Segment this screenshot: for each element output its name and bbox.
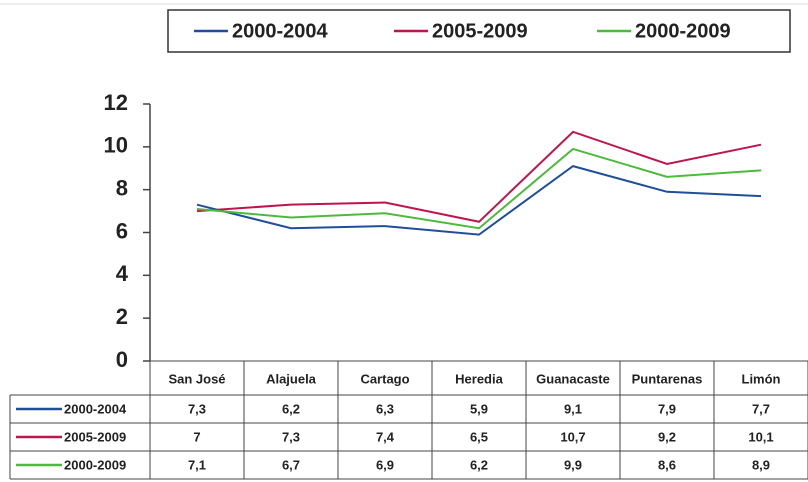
y-tick-label: 12: [104, 90, 128, 115]
series-line: [196, 165, 762, 236]
legend-label: 2000-2004: [232, 20, 329, 42]
cell-value: 9,1: [564, 401, 582, 416]
cell-value: 8,6: [658, 457, 676, 472]
cell-value: 7,9: [658, 401, 676, 416]
series-line: [196, 147, 762, 230]
cell-value: 7,3: [188, 401, 206, 416]
cell-value: 7: [193, 429, 200, 444]
cell-value: 9,2: [658, 429, 676, 444]
category-label: Cartago: [360, 371, 409, 386]
cell-value: 10,7: [560, 429, 585, 444]
legend-box: [167, 9, 791, 53]
cell-value: 6,3: [376, 401, 394, 416]
series-line: [196, 130, 762, 223]
cell-value: 7,3: [282, 429, 300, 444]
cell-value: 10,1: [748, 429, 773, 444]
category-label: San José: [168, 371, 225, 386]
row-label: 2005-2009: [64, 429, 126, 444]
cell-value: 5,9: [470, 401, 488, 416]
cell-value: 7,7: [752, 401, 770, 416]
cell-value: 6,7: [282, 457, 300, 472]
category-label: Limón: [742, 371, 781, 386]
category-label: Guanacaste: [536, 371, 610, 386]
legend-label: 2005-2009: [432, 20, 528, 42]
legend-label: 2000-2009: [635, 20, 731, 42]
cell-value: 7,4: [376, 429, 395, 444]
cell-value: 6,9: [376, 457, 394, 472]
y-tick-label: 0: [116, 347, 128, 372]
y-tick-label: 6: [116, 218, 128, 243]
y-tick-label: 10: [104, 133, 128, 158]
cell-value: 6,2: [470, 457, 488, 472]
y-tick-label: 4: [116, 261, 129, 286]
y-tick-label: 2: [116, 304, 128, 329]
cell-value: 7,1: [188, 457, 206, 472]
row-label: 2000-2009: [64, 457, 126, 472]
cell-value: 9,9: [564, 457, 582, 472]
category-label: Heredia: [455, 371, 503, 386]
cell-value: 8,9: [752, 457, 770, 472]
category-label: Alajuela: [266, 371, 317, 386]
category-label: Puntarenas: [632, 371, 703, 386]
row-label: 2000-2004: [64, 401, 127, 416]
cell-value: 6,5: [470, 429, 488, 444]
y-tick-label: 8: [116, 175, 128, 200]
cell-value: 6,2: [282, 401, 300, 416]
